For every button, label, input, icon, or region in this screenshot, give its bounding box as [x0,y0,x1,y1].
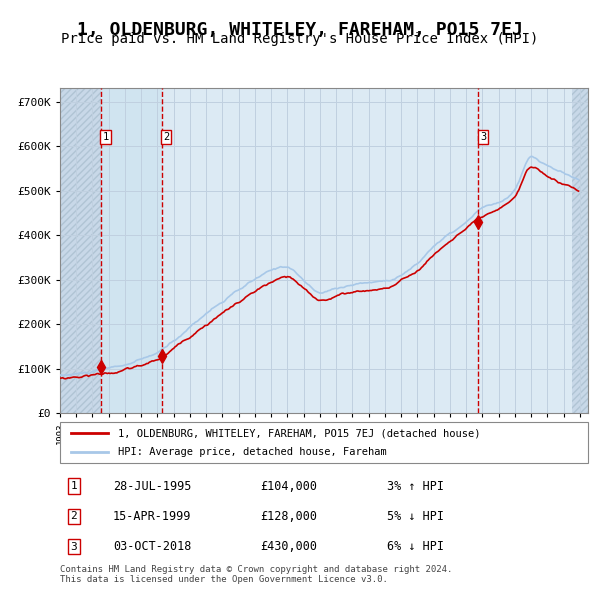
Bar [60,88,101,413]
Text: 1, OLDENBURG, WHITELEY, FAREHAM, PO15 7EJ (detached house): 1, OLDENBURG, WHITELEY, FAREHAM, PO15 7E… [118,428,481,438]
Text: HPI: Average price, detached house, Fareham: HPI: Average price, detached house, Fare… [118,447,387,457]
Text: Contains HM Land Registry data © Crown copyright and database right 2024.
This d: Contains HM Land Registry data © Crown c… [60,565,452,584]
Text: 15-APR-1999: 15-APR-1999 [113,510,191,523]
Text: 3: 3 [71,542,77,552]
Text: 1: 1 [102,132,109,142]
Text: Price paid vs. HM Land Registry's House Price Index (HPI): Price paid vs. HM Land Registry's House … [61,32,539,47]
Text: 5% ↓ HPI: 5% ↓ HPI [388,510,445,523]
Text: £430,000: £430,000 [260,540,317,553]
Bar [161,88,478,413]
FancyBboxPatch shape [60,422,588,463]
Bar [478,88,572,413]
Text: 2: 2 [163,132,169,142]
Text: 1: 1 [71,481,77,491]
Text: 03-OCT-2018: 03-OCT-2018 [113,540,191,553]
Text: £104,000: £104,000 [260,480,317,493]
Bar [101,88,161,413]
Text: 1, OLDENBURG, WHITELEY, FAREHAM, PO15 7EJ: 1, OLDENBURG, WHITELEY, FAREHAM, PO15 7E… [77,21,523,39]
Text: 3% ↑ HPI: 3% ↑ HPI [388,480,445,493]
Text: 2: 2 [71,512,77,522]
Text: £128,000: £128,000 [260,510,317,523]
Bar [572,88,596,413]
Text: 3: 3 [480,132,486,142]
Text: 28-JUL-1995: 28-JUL-1995 [113,480,191,493]
Text: 6% ↓ HPI: 6% ↓ HPI [388,540,445,553]
